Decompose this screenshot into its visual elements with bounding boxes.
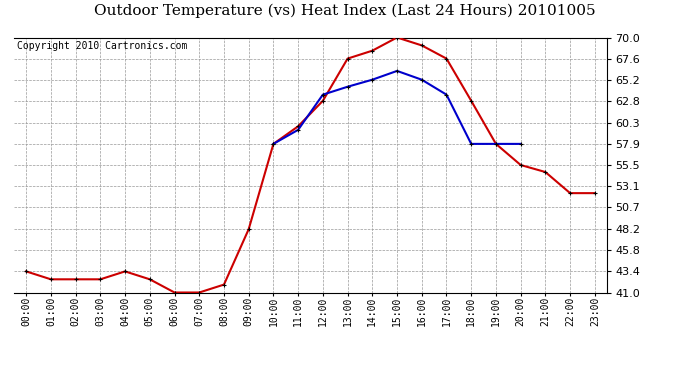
Text: Copyright 2010 Cartronics.com: Copyright 2010 Cartronics.com xyxy=(17,41,187,51)
Text: Outdoor Temperature (vs) Heat Index (Last 24 Hours) 20101005: Outdoor Temperature (vs) Heat Index (Las… xyxy=(95,4,595,18)
